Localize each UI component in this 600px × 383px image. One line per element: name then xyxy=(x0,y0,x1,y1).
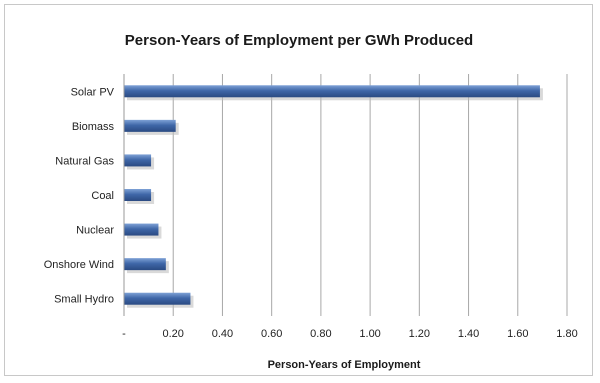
bars xyxy=(124,85,543,308)
category-label: Onshore Wind xyxy=(44,259,114,271)
chart-title: Person-Years of Employment per GWh Produ… xyxy=(125,32,473,49)
x-tick-label: 0.40 xyxy=(212,328,233,340)
bar-solar-pv xyxy=(124,85,540,98)
x-tick-label: 1.80 xyxy=(556,328,577,340)
chart-frame xyxy=(4,4,593,376)
bar-natural-gas xyxy=(124,154,152,167)
x-tick-label: 0.60 xyxy=(261,328,282,340)
x-tick-label: 0.80 xyxy=(310,328,331,340)
x-tick-labels: - 0.20 0.40 0.60 0.80 1.00 1.20 1.40 1.60 1.80 xyxy=(122,328,578,340)
x-tick-label: 1.20 xyxy=(409,328,430,340)
category-label: Biomass xyxy=(72,121,115,133)
bar-nuclear xyxy=(124,223,159,236)
category-labels: Solar PV Biomass Natural Gas Coal Nuclear Ons… xyxy=(44,86,115,305)
x-tick-label: 1.60 xyxy=(507,328,528,340)
category-label: Solar PV xyxy=(71,86,115,98)
category-label: Nuclear xyxy=(76,225,114,237)
bar-biomass xyxy=(124,119,176,132)
x-tick-label: 0.20 xyxy=(163,328,184,340)
x-tick-label: 1.40 xyxy=(458,328,479,340)
bar-coal xyxy=(124,189,152,201)
category-label: Coal xyxy=(91,190,114,202)
category-label: Small Hydro xyxy=(54,294,114,306)
bar-onshore-wind xyxy=(124,258,166,271)
x-axis-title: Person-Years of Employment xyxy=(268,359,421,371)
x-tick-label: 1.00 xyxy=(359,328,380,340)
x-tick-label: - xyxy=(122,328,126,340)
bar-small-hydro xyxy=(124,292,191,305)
category-label: Natural Gas xyxy=(55,155,114,167)
gridlines xyxy=(172,74,568,316)
